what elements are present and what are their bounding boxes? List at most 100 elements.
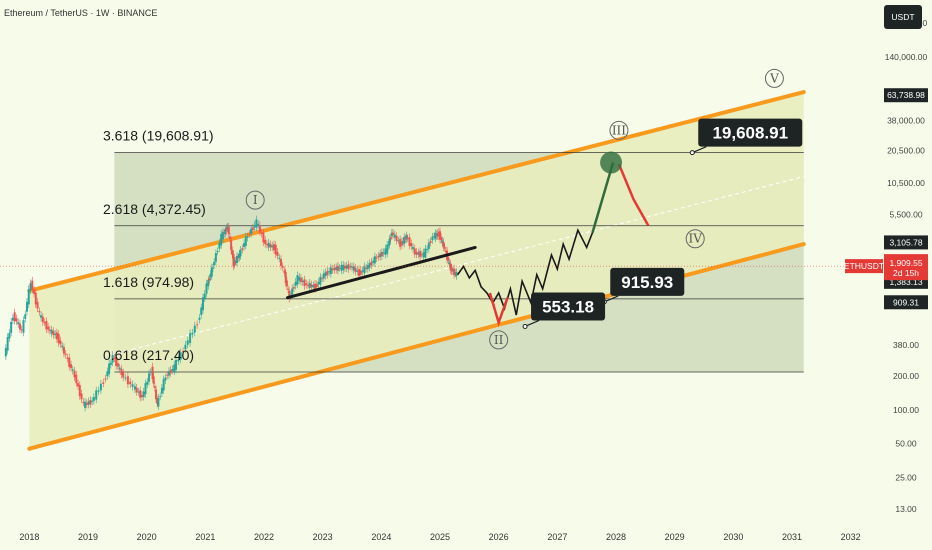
callout-box bbox=[610, 267, 685, 296]
candle-body bbox=[104, 378, 107, 380]
candle-body bbox=[354, 267, 357, 272]
current-symbol-label: ETHUSDT bbox=[844, 261, 884, 271]
candle-body bbox=[126, 376, 129, 385]
candle-body bbox=[209, 273, 212, 278]
wave-label-circle bbox=[764, 68, 784, 88]
candle-body bbox=[186, 340, 189, 345]
x-tick-label: 2029 bbox=[665, 532, 685, 542]
x-tick-label: 2031 bbox=[782, 532, 802, 542]
candle-body bbox=[417, 252, 420, 255]
candle-body bbox=[33, 289, 36, 294]
candle-body bbox=[450, 267, 453, 272]
channel-middle-line bbox=[111, 176, 804, 356]
candle-body bbox=[291, 288, 294, 296]
candle-body bbox=[25, 301, 28, 312]
candle-body bbox=[317, 281, 320, 285]
candle-body bbox=[280, 259, 283, 267]
y-tick-label: 20,500.00 bbox=[887, 145, 925, 155]
candle-body bbox=[129, 381, 132, 385]
fib-level-label: 2.618 (4,372.45) bbox=[103, 201, 206, 217]
candle-body bbox=[41, 316, 44, 323]
wave-label: II bbox=[494, 333, 504, 347]
price-tag-value: 3,105.78 bbox=[889, 237, 922, 247]
candle-body bbox=[387, 245, 390, 247]
candle-body bbox=[294, 281, 297, 286]
price-tag-box bbox=[884, 295, 928, 310]
candle-body bbox=[115, 357, 118, 366]
candle-body bbox=[55, 332, 58, 340]
candle-body bbox=[48, 329, 51, 331]
candle-body bbox=[175, 359, 177, 370]
candle-body bbox=[449, 263, 452, 271]
candle-body bbox=[201, 297, 204, 311]
candle-body bbox=[366, 265, 369, 270]
candle-body bbox=[333, 267, 336, 271]
candle-body bbox=[429, 241, 432, 243]
candle-body bbox=[392, 232, 395, 235]
candle-body bbox=[73, 370, 76, 378]
candle-body bbox=[87, 401, 90, 405]
candle-body bbox=[208, 278, 211, 281]
candle-body bbox=[351, 266, 353, 268]
candle-body bbox=[326, 270, 329, 276]
candle-body bbox=[451, 269, 454, 272]
candle-body bbox=[436, 233, 439, 237]
candle-body bbox=[267, 242, 270, 248]
candle-body bbox=[120, 368, 123, 376]
candle-body bbox=[167, 371, 170, 376]
candle-body bbox=[405, 235, 408, 240]
y-tick-label: 38,000.00 bbox=[887, 115, 925, 125]
candle-body bbox=[40, 315, 43, 318]
candle-body bbox=[144, 383, 147, 395]
candle-body bbox=[224, 229, 227, 234]
candle-body bbox=[108, 363, 111, 374]
wave-iii-path bbox=[591, 162, 615, 233]
candle-body bbox=[269, 244, 272, 248]
candle-body bbox=[22, 320, 25, 333]
price-tag-value: 1,383.13 bbox=[889, 277, 922, 287]
callout-pointer bbox=[604, 295, 619, 303]
currency-button[interactable] bbox=[884, 5, 922, 29]
candle-body bbox=[347, 264, 350, 270]
candle-body bbox=[227, 226, 230, 235]
callout-value: 553.18 bbox=[542, 297, 594, 316]
callout-value: 19,608.91 bbox=[712, 124, 788, 143]
candle-body bbox=[299, 277, 302, 283]
candle-body bbox=[338, 267, 341, 269]
candle-body bbox=[328, 271, 331, 273]
candle-body bbox=[246, 236, 249, 238]
candle-body bbox=[148, 373, 151, 382]
candle-body bbox=[455, 272, 458, 277]
candle-body bbox=[349, 266, 352, 268]
wave-label-circle bbox=[685, 229, 705, 249]
candle-body bbox=[11, 317, 14, 321]
callout-pointer bbox=[692, 146, 707, 154]
candle-body bbox=[312, 285, 315, 288]
candle-body bbox=[27, 289, 30, 305]
fib-level-label: 3.618 (19,608.91) bbox=[103, 128, 214, 144]
y-tick-label: 50.00 bbox=[895, 439, 917, 449]
labels-layer: 3.618 (19,608.91) 2.618 (4,372.45) 1.618 (… bbox=[103, 68, 803, 363]
candle-body bbox=[221, 231, 224, 240]
y-tick-label: 5,500.00 bbox=[889, 210, 922, 220]
candle-body bbox=[384, 248, 387, 255]
wave-label-circle bbox=[489, 330, 509, 350]
candle-body bbox=[262, 232, 265, 243]
candle-body bbox=[390, 232, 393, 237]
symbol-title: Ethereum / TetherUS · 1W · BINANCE bbox=[4, 8, 157, 18]
candle-body bbox=[220, 233, 223, 246]
candle-body bbox=[271, 245, 274, 248]
x-tick-label: 2019 bbox=[78, 532, 98, 542]
candle-body bbox=[274, 244, 277, 255]
candle-body bbox=[443, 247, 446, 249]
candle-body bbox=[403, 236, 406, 244]
candle-body bbox=[356, 270, 359, 272]
candle-body bbox=[78, 385, 81, 397]
candle-body bbox=[233, 261, 236, 265]
candle-body bbox=[319, 276, 322, 285]
candle-body bbox=[43, 322, 46, 324]
candle-body bbox=[343, 266, 346, 269]
wave-label: V bbox=[769, 71, 779, 85]
candle-body bbox=[231, 250, 234, 256]
